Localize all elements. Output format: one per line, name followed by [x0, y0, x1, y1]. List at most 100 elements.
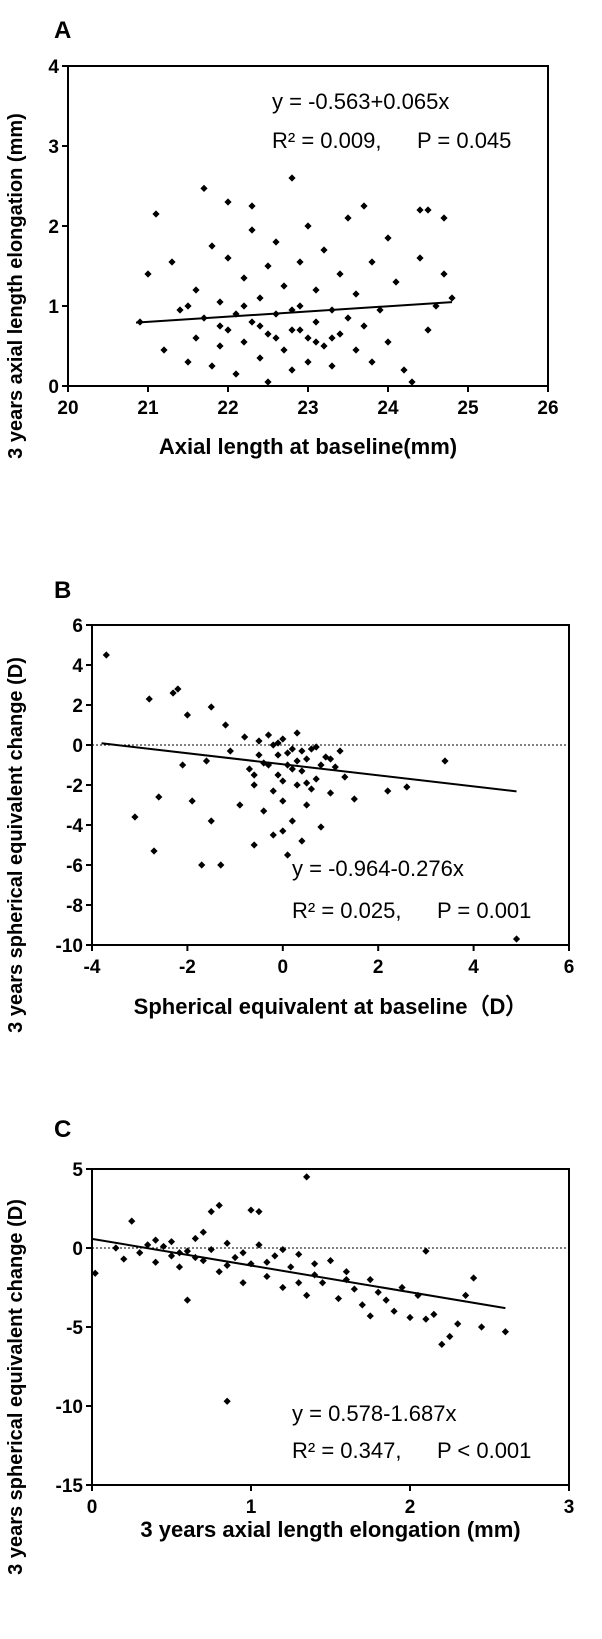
data-point [408, 378, 416, 386]
data-point [223, 1397, 231, 1405]
data-point [176, 306, 184, 314]
r-squared-label: R² = 0.025, [292, 898, 401, 923]
x-tick-label: -2 [179, 957, 196, 978]
r-squared-label: R² = 0.009, [272, 128, 381, 153]
data-point [312, 286, 320, 294]
data-point [296, 258, 304, 266]
data-point [295, 1279, 303, 1287]
data-point [263, 1258, 271, 1266]
y-tick-label: 0 [72, 1239, 83, 1260]
data-point [336, 270, 344, 278]
data-point [221, 721, 230, 729]
data-point [136, 1249, 144, 1257]
data-point [288, 745, 296, 753]
data-point [422, 1247, 430, 1255]
data-point [191, 1234, 199, 1243]
data-point [226, 747, 234, 755]
x-tick-label: 21 [137, 398, 159, 419]
data-point [250, 771, 258, 779]
data-point [184, 358, 192, 366]
data-point [240, 274, 248, 282]
data-point [199, 1228, 207, 1236]
data-point [462, 1291, 470, 1299]
data-point [264, 731, 273, 739]
y-tick-label: 3 [48, 137, 59, 158]
data-point [384, 338, 392, 346]
data-point [283, 851, 292, 859]
data-point [303, 801, 311, 809]
p-value-label: P = 0.045 [417, 128, 511, 153]
data-point [152, 1236, 160, 1244]
data-point [326, 789, 335, 797]
data-point [403, 783, 411, 791]
data-point [223, 1239, 231, 1247]
data-point [440, 270, 448, 278]
data-point [272, 334, 280, 342]
data-point [264, 330, 272, 338]
p-value-label: P < 0.001 [437, 1438, 531, 1463]
data-point [131, 813, 139, 821]
x-tick-label: 24 [377, 398, 399, 419]
y-tick-label: -8 [66, 896, 83, 917]
data-point [280, 346, 288, 354]
data-point [184, 302, 192, 310]
data-point [296, 326, 304, 334]
data-point [263, 1272, 271, 1281]
data-point [155, 793, 163, 801]
regression-equation: y = -0.563+0.065x [272, 89, 449, 114]
p-value-label: P = 0.001 [437, 898, 531, 923]
y-tick-label: 2 [48, 217, 59, 238]
data-point [274, 751, 282, 759]
data-point [304, 358, 312, 366]
data-point [260, 807, 268, 815]
data-point [477, 1323, 486, 1331]
data-point [255, 1208, 263, 1216]
data-point [224, 198, 232, 206]
x-axis-label: Axial length at baseline(mm) [159, 434, 457, 459]
data-point [188, 797, 196, 805]
y-tick-label: -10 [56, 936, 83, 957]
data-point [296, 302, 304, 310]
data-point [102, 651, 110, 659]
data-point [271, 1252, 279, 1260]
data-point [264, 262, 272, 270]
y-tick-label: 1 [48, 297, 59, 318]
data-point [320, 246, 328, 254]
data-point [183, 711, 191, 719]
data-point [304, 334, 312, 342]
data-point [288, 765, 296, 773]
y-tick-label: 5 [72, 1160, 83, 1181]
regression-equation: y = 0.578-1.687x [292, 1401, 457, 1426]
data-point [215, 1268, 223, 1276]
data-point [192, 286, 200, 294]
data-point [145, 695, 153, 703]
data-point [304, 222, 312, 230]
data-point [317, 761, 325, 769]
data-point [208, 362, 216, 370]
data-point [311, 1260, 319, 1268]
data-point [168, 258, 176, 266]
data-point [231, 1253, 239, 1262]
data-point [250, 841, 258, 849]
data-point [501, 1328, 509, 1336]
x-tick-label: 20 [57, 398, 78, 419]
data-point [312, 775, 320, 783]
data-point [382, 1296, 390, 1304]
data-point [293, 729, 301, 737]
data-point [438, 1340, 446, 1348]
y-tick-label: -10 [56, 1397, 83, 1418]
plot-frame [91, 624, 570, 946]
data-point [256, 354, 264, 362]
data-point [307, 745, 316, 753]
data-point [120, 1255, 128, 1263]
data-point [167, 1238, 176, 1246]
data-point [255, 1241, 263, 1249]
data-point [374, 1288, 382, 1296]
data-point [179, 761, 187, 769]
data-point [91, 1269, 99, 1277]
data-point [283, 749, 292, 757]
data-point [366, 1312, 374, 1320]
data-point [326, 1257, 335, 1265]
data-point [312, 338, 320, 346]
data-point [331, 763, 339, 771]
